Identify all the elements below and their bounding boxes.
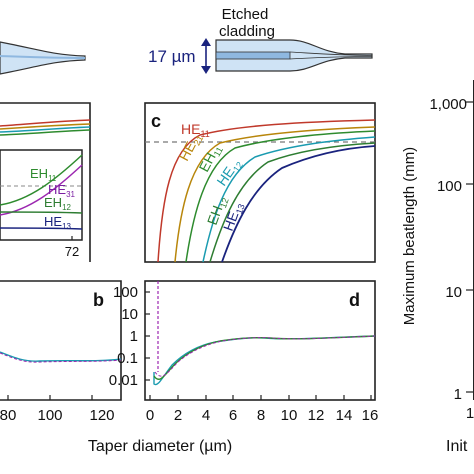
panel-d: d 100 10 1 0.1 0.01 0 2 4 6 bbox=[109, 280, 379, 424]
inset-label-he31-sub: 31 bbox=[66, 190, 75, 199]
panel-c-label: c bbox=[151, 111, 161, 131]
inset-label-he31-base: HE bbox=[48, 182, 66, 197]
inset-plot: EH11 HE31 EH12 HE13 72 bbox=[0, 149, 83, 259]
panel-d-x-tick-16: 16 bbox=[362, 407, 379, 424]
svg-text:EH12: EH12 bbox=[44, 195, 72, 212]
panel-b: b 80 100 120 bbox=[0, 280, 122, 424]
label-he13-sub: 13 bbox=[234, 203, 247, 216]
panel-c: c HE11 HE21 EH11 HE12 EH12 HE13 bbox=[144, 102, 376, 263]
etched-fiber: Etched cladding 17 µm bbox=[148, 6, 373, 74]
inset-mode-labels: EH11 HE31 EH12 HE13 bbox=[30, 166, 76, 231]
inset-label-he13-base: HE bbox=[44, 214, 62, 229]
svg-text:EH12: EH12 bbox=[204, 194, 231, 228]
panel-d-y-tick-0.01: 0.01 bbox=[109, 372, 138, 389]
right-y-tick-10: 10 bbox=[445, 284, 462, 301]
x-axis-label: Taper diameter (µm) bbox=[88, 438, 232, 455]
panel-d-y-ticks: 100 10 1 0.1 0.01 bbox=[109, 284, 150, 389]
svg-text:HE12: HE12 bbox=[213, 155, 245, 189]
svg-text:HE31: HE31 bbox=[48, 182, 76, 199]
etched-label-line2: cladding bbox=[219, 23, 275, 40]
label-he13-base: HE bbox=[220, 209, 242, 233]
right-y-axis-label: Maximum beatlength (mm) bbox=[401, 147, 418, 325]
panel-b-x-tick-80: 80 bbox=[0, 407, 16, 424]
panel-right-cropped: 1,000 100 10 1 1 Maximum beatlength (mm)… bbox=[401, 80, 474, 455]
panel-d-label: d bbox=[349, 290, 360, 310]
svg-text:HE13: HE13 bbox=[44, 214, 72, 231]
label-eh11-sub: 11 bbox=[212, 145, 225, 158]
right-x-tick-1: 1 bbox=[466, 405, 474, 422]
label-he21-sub: 21 bbox=[192, 134, 206, 148]
panel-d-y-tick-10: 10 bbox=[121, 306, 138, 323]
inset-label-he13-sub: 13 bbox=[62, 222, 71, 231]
panel-a-cropped bbox=[0, 102, 91, 262]
inset-label-eh12-base: EH bbox=[44, 195, 62, 210]
panel-d-y-tick-1: 1 bbox=[130, 328, 138, 345]
svg-text:EH11: EH11 bbox=[30, 166, 57, 183]
right-y-tick-1: 1 bbox=[454, 386, 462, 403]
panel-d-x-tick-0: 0 bbox=[146, 407, 154, 424]
panel-b-x-tick-120: 120 bbox=[89, 407, 114, 424]
fiber-taper-left bbox=[0, 41, 86, 75]
inset-x-tick-72: 72 bbox=[65, 244, 79, 259]
inset-label-eh12-sub: 12 bbox=[62, 203, 71, 212]
panel-b-label: b bbox=[93, 290, 104, 310]
panel-d-x-tick-6: 6 bbox=[229, 407, 237, 424]
panel-d-x-tick-14: 14 bbox=[336, 407, 353, 424]
panel-d-y-tick-0.1: 0.1 bbox=[117, 350, 138, 367]
label-he11-base: HE bbox=[181, 121, 200, 137]
panel-d-x-tick-12: 12 bbox=[308, 407, 325, 424]
panel-d-x-tick-2: 2 bbox=[174, 407, 182, 424]
label-he12-sub: 12 bbox=[231, 160, 245, 174]
svg-text:HE11: HE11 bbox=[181, 121, 210, 139]
panel-d-x-tick-10: 10 bbox=[281, 407, 298, 424]
inset-label-eh11-base: EH bbox=[30, 166, 48, 181]
arrow-up-icon bbox=[201, 38, 211, 46]
panel-d-x-ticks: 0 2 4 6 8 10 12 14 16 bbox=[146, 395, 379, 424]
width-label: 17 µm bbox=[148, 47, 196, 66]
right-x-axis-label-partial: Init bbox=[446, 438, 468, 455]
panel-d-x-tick-4: 4 bbox=[202, 407, 210, 424]
panel-b-x-tick-100: 100 bbox=[37, 407, 62, 424]
arrow-down-icon bbox=[201, 66, 211, 74]
panel-c-mode-labels: HE11 HE21 EH11 HE12 EH12 HE13 bbox=[176, 121, 247, 234]
label-eh12-sub: 12 bbox=[218, 197, 231, 210]
etched-label-line1: Etched bbox=[222, 6, 269, 23]
panel-d-y-tick-100: 100 bbox=[113, 284, 138, 301]
panel-d-x-tick-8: 8 bbox=[257, 407, 265, 424]
label-eh12-base: EH bbox=[204, 203, 226, 227]
svg-text:HE13: HE13 bbox=[220, 200, 247, 234]
right-y-tick-100: 100 bbox=[437, 178, 462, 195]
label-he11-sub: 11 bbox=[200, 129, 209, 139]
right-y-tick-1000: 1,000 bbox=[429, 96, 467, 113]
inset-label-eh11-sub: 11 bbox=[48, 174, 57, 183]
